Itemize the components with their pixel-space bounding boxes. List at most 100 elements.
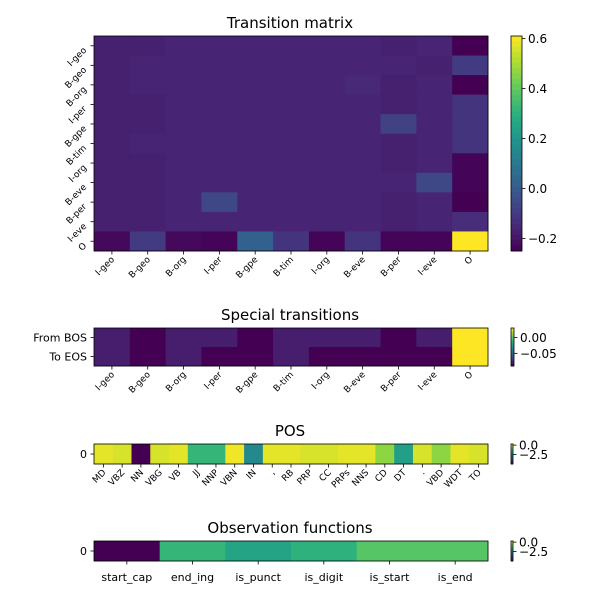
y-tick-label: I-geo: [66, 45, 89, 68]
colorbar-segment: [511, 448, 513, 449]
heatmap-cell: [129, 211, 167, 232]
colorbar-segment: [511, 460, 513, 462]
pos-title: POS: [275, 422, 305, 440]
heatmap-cell: [94, 55, 131, 76]
heatmap-cell: [273, 192, 310, 213]
heatmap-cell: [201, 94, 238, 115]
heatmap-cell: [129, 153, 167, 174]
heatmap-cell: [308, 153, 346, 174]
colorbar-segment: [511, 341, 514, 343]
colorbar-tick-label: −0.2: [528, 232, 557, 246]
x-tick-label: B-tim: [272, 255, 296, 279]
colorbar-segment: [511, 328, 514, 331]
x-tick-label: TO: [467, 468, 484, 485]
observation-functions-y-ticks: 0: [80, 545, 94, 558]
colorbar-segment: [511, 555, 513, 556]
x-tick-label: VB: [168, 468, 184, 484]
heatmap-cell: [201, 231, 238, 252]
heatmap-cell: [452, 172, 489, 193]
heatmap-cell: [237, 114, 274, 135]
colorbar-segment: [511, 354, 514, 356]
colorbar-segment: [511, 335, 514, 337]
colorbar-segment: [511, 357, 514, 359]
heatmap-cell: [150, 444, 170, 465]
x-tick-label: is_start: [370, 571, 411, 584]
heatmap-cell: [344, 231, 381, 252]
heatmap-cell: [94, 153, 131, 174]
x-tick-label: DT: [393, 468, 409, 484]
colorbar-segment: [511, 445, 513, 447]
heatmap-cell: [201, 172, 238, 193]
colorbar-segment: [511, 549, 513, 551]
heatmap-cell: [416, 94, 453, 115]
transition-matrix-cells: [94, 36, 489, 252]
colorbar-segment: [511, 554, 513, 555]
colorbar-segment: [511, 352, 514, 355]
colorbar-segment: [511, 547, 513, 549]
y-tick-label: 0: [80, 545, 87, 558]
colorbar-segment: [511, 358, 514, 360]
heatmap-cell: [273, 114, 310, 135]
colorbar-segment: [511, 62, 522, 69]
heatmap-cell: [452, 328, 489, 348]
heatmap-cell: [344, 211, 381, 232]
heatmap-cell: [380, 172, 417, 193]
x-tick-label: B-org: [164, 370, 188, 394]
colorbar-segment: [511, 331, 514, 334]
transition-matrix-y-ticks: I-geoB-geoB-orgI-perB-gpeB-timI-orgB-eve…: [63, 45, 94, 253]
heatmap-cell: [416, 75, 453, 96]
x-tick-label: I-geo: [94, 370, 117, 393]
colorbar-segment: [511, 197, 522, 204]
colorbar-segment: [511, 240, 522, 247]
colorbar-segment: [511, 336, 514, 338]
heatmap-cell: [273, 211, 310, 232]
colorbar-segment: [511, 116, 522, 123]
heatmap-cell: [308, 192, 346, 213]
heatmap-cell: [319, 444, 339, 465]
heatmap-cell: [94, 172, 131, 193]
colorbar-segment: [511, 68, 522, 75]
colorbar-segment: [511, 547, 513, 548]
special-transitions-title: Special transitions: [221, 306, 359, 324]
heatmap-cell: [281, 444, 301, 465]
heatmap-cell: [380, 75, 417, 96]
heatmap-cell: [237, 231, 274, 252]
colorbar-segment: [511, 447, 513, 449]
x-tick-label: is_punct: [235, 571, 281, 584]
colorbar-segment: [511, 355, 514, 357]
colorbar-tick-label: 0.0: [528, 182, 547, 196]
colorbar-segment: [511, 444, 513, 446]
colorbar-segment: [511, 340, 514, 342]
x-tick-label: I-eve: [417, 255, 440, 278]
colorbar-tick-label: 0.0: [519, 536, 538, 550]
colorbar-segment: [511, 186, 522, 193]
colorbar-segment: [511, 332, 514, 335]
heatmap-cell: [129, 94, 167, 115]
heatmap-cell: [273, 231, 310, 252]
colorbar-tick-label: −0.05: [520, 347, 557, 361]
colorbar-segment: [511, 122, 522, 128]
heatmap-cell: [344, 172, 381, 193]
colorbar-segment: [511, 224, 522, 230]
colorbar-segment: [511, 553, 513, 555]
colorbar-frame: [510, 327, 515, 367]
colorbar-segment: [511, 550, 513, 551]
heatmap-cell: [452, 133, 489, 154]
colorbar-segment: [511, 347, 514, 350]
heatmap-cell: [201, 192, 238, 213]
heatmap-cell: [201, 114, 238, 135]
heatmap-cell: [273, 75, 310, 96]
x-tick-label: I-org: [310, 370, 332, 392]
heatmap-cell: [380, 55, 417, 76]
colorbar-segment: [511, 73, 522, 80]
heatmap-cell: [165, 231, 202, 252]
heatmap-cell: [300, 444, 320, 465]
heatmap-cell: [129, 55, 167, 76]
colorbar-segment: [511, 462, 513, 464]
heatmap-cell: [416, 153, 453, 174]
x-tick-label: B-eve: [342, 370, 368, 396]
colorbar-segment: [511, 544, 513, 546]
colorbar-segment: [511, 461, 513, 463]
colorbar-segment: [511, 450, 513, 451]
heatmap-cell: [159, 541, 226, 562]
